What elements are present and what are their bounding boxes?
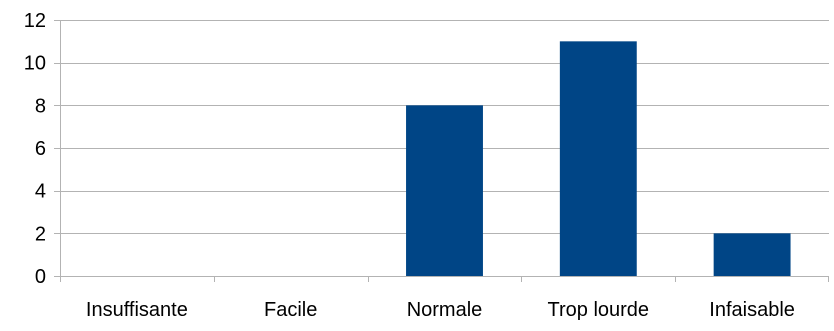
- tick-labels: 0 2 4 6 8 10 12 Insuffisante Facile Normale Trop l…: [24, 10, 795, 321]
- x-tick-label: Normale: [407, 299, 483, 321]
- y-tick-label: 0: [35, 266, 46, 288]
- x-tick-label: Trop lourde: [548, 299, 650, 321]
- y-tick-label: 4: [35, 181, 46, 203]
- y-tick-label: 10: [24, 53, 46, 75]
- x-tick-label: Insuffisante: [86, 299, 188, 321]
- y-tick-label: 8: [35, 95, 46, 117]
- y-tick-label: 12: [24, 10, 46, 32]
- y-tick-label: 2: [35, 223, 46, 245]
- bar-normale: [406, 105, 483, 276]
- bar-trop-lourde: [559, 41, 637, 277]
- y-tick-label: 6: [35, 138, 46, 160]
- bar-infaisable: [713, 233, 791, 276]
- x-tick-label: Infaisable: [709, 299, 795, 321]
- bars: [406, 41, 791, 277]
- axes: [54, 20, 829, 282]
- x-tick-label: Facile: [264, 299, 317, 321]
